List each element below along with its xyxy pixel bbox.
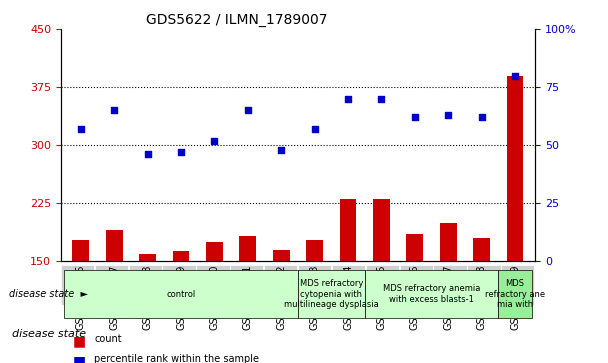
Point xyxy=(143,152,153,158)
Point xyxy=(76,126,86,132)
Bar xyxy=(273,250,289,261)
Point xyxy=(376,96,386,102)
FancyBboxPatch shape xyxy=(298,270,365,318)
Point xyxy=(477,114,486,120)
Text: GDS5622 / ILMN_1789007: GDS5622 / ILMN_1789007 xyxy=(146,13,328,26)
Point xyxy=(410,114,420,120)
Bar xyxy=(173,251,189,261)
Point xyxy=(243,107,253,113)
Point xyxy=(343,96,353,102)
Text: ■: ■ xyxy=(73,334,86,348)
Bar xyxy=(407,234,423,261)
Text: count: count xyxy=(94,334,122,344)
Point xyxy=(210,138,219,143)
Bar xyxy=(506,76,523,261)
Point xyxy=(443,112,453,118)
Point xyxy=(109,107,119,113)
Bar xyxy=(340,199,356,261)
Text: MDS
refractory ane
mia with: MDS refractory ane mia with xyxy=(485,279,545,309)
Bar xyxy=(440,223,457,261)
Bar xyxy=(72,240,89,261)
Text: MDS refractory
cytopenia with
multilineage dysplasia: MDS refractory cytopenia with multilinea… xyxy=(284,279,379,309)
FancyBboxPatch shape xyxy=(365,270,499,318)
Text: control: control xyxy=(167,290,196,298)
Text: percentile rank within the sample: percentile rank within the sample xyxy=(94,354,259,363)
Bar xyxy=(473,238,490,261)
Point xyxy=(510,73,520,78)
FancyBboxPatch shape xyxy=(64,270,298,318)
Bar xyxy=(240,236,256,261)
FancyBboxPatch shape xyxy=(499,270,532,318)
Point xyxy=(277,147,286,153)
Bar xyxy=(373,199,390,261)
Bar xyxy=(206,242,223,261)
Point xyxy=(176,149,186,155)
Point xyxy=(309,126,319,132)
Text: disease state: disease state xyxy=(12,329,86,339)
Text: MDS refractory anemia
with excess blasts-1: MDS refractory anemia with excess blasts… xyxy=(383,284,480,304)
Bar xyxy=(139,254,156,261)
Text: ■: ■ xyxy=(73,354,86,363)
Text: disease state  ►: disease state ► xyxy=(9,289,88,299)
Bar xyxy=(106,231,123,261)
Bar xyxy=(306,240,323,261)
